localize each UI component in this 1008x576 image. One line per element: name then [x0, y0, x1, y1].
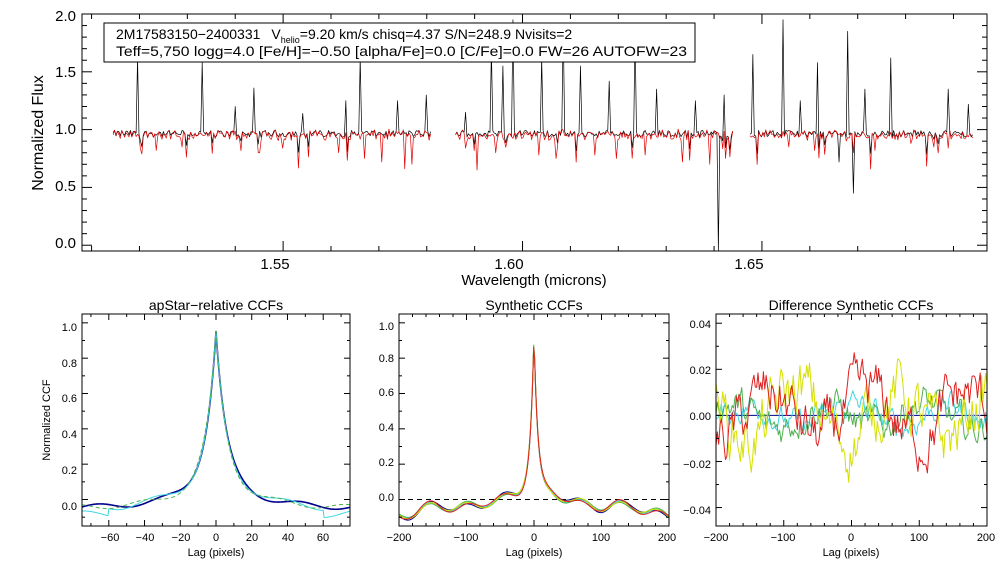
- synthetic-ccf-ytick-label: 1.0: [379, 321, 394, 333]
- synthetic-ccf-ytick-label: 0.2: [379, 457, 394, 469]
- difference-ccf-panel: Difference Synthetic CCFs −200 −100 0 10…: [683, 297, 995, 559]
- synthetic-ccf-title: Synthetic CCFs: [485, 297, 582, 313]
- observed-spectrum-line: [112, 57, 431, 153]
- synthetic-ccf-panel: Synthetic CCFs −200 −100 0 100 200 0.0 0…: [379, 297, 676, 559]
- spectrum-xtick-label: 1.60: [494, 256, 523, 273]
- spectrum-annotation-box: [103, 22, 696, 63]
- difference-ccf-xtick-label: 200: [977, 532, 995, 544]
- difference-ccf-ytick-label: −0.04: [683, 505, 711, 517]
- apstar-ccf-panel: apStar−relative CCFs −60 −40 −20 0 20 40…: [41, 297, 351, 559]
- difference-ccf-ticks: [715, 314, 988, 526]
- synthetic-ccf-xtick-label: −200: [387, 532, 412, 544]
- apstar-ccf-xtick-label: −40: [136, 532, 155, 544]
- apstar-ccf-ytick-label: 1.0: [62, 322, 77, 334]
- model-spectrum-line: [112, 128, 431, 170]
- apstar-ccf-ytick-label: 0.8: [62, 358, 77, 370]
- difference-ccf-ytick-label: 0.02: [690, 365, 711, 377]
- synthetic-ccf-xtick-label: 200: [658, 532, 676, 544]
- synthetic-ccf-series-line: [398, 346, 669, 520]
- apstar-ccf-ytick-label: 0.4: [62, 429, 77, 441]
- apstar-ccf-xtick-label: 20: [246, 532, 258, 544]
- synthetic-ccf-xtick-label: 0: [531, 532, 537, 544]
- spectrum-x-axis-label: Wavelength (microns): [461, 272, 606, 289]
- synthetic-ccf-ticks: [398, 314, 670, 526]
- difference-ccf-xtick-label: −200: [704, 532, 729, 544]
- synthetic-ccf-x-axis-label: Lag (pixels): [506, 547, 563, 559]
- difference-ccf-title: Difference Synthetic CCFs: [769, 297, 934, 313]
- apstar-ccf-series-line: [81, 328, 351, 510]
- apstar-ccf-xtick-label: 40: [282, 532, 294, 544]
- difference-ccf-x-axis-label: Lag (pixels): [823, 547, 880, 559]
- spectrum-plot-frame: [81, 13, 988, 252]
- difference-ccf-ytick-label: 0.00: [690, 411, 711, 423]
- synthetic-ccf-ytick-label: 0.8: [379, 353, 394, 365]
- apstar-ccf-ytick-label: 0.6: [62, 393, 77, 405]
- synthetic-ccf-ytick-label: 0.6: [379, 387, 394, 399]
- spectrum-lines: [112, 19, 973, 252]
- spectrum-ytick-label: 0.0: [55, 235, 76, 252]
- apstar-ccf-ticks: [82, 314, 350, 526]
- difference-ccf-lines: [715, 352, 988, 483]
- spectrum-y-axis-label: Normalized Flux: [30, 75, 47, 191]
- synthetic-ccf-series-line: [398, 346, 669, 520]
- difference-ccf-xtick-label: 0: [848, 532, 854, 544]
- apstar-ccf-lines: [81, 328, 351, 518]
- apstar-ccf-xtick-label: 0: [213, 532, 219, 544]
- apstar-ccf-xtick-label: 60: [317, 532, 329, 544]
- synthetic-ccf-xtick-label: −100: [454, 532, 479, 544]
- model-spectrum-line: [455, 128, 734, 171]
- difference-ccf-series-line: [715, 358, 988, 483]
- spectrum-ytick-label: 2.0: [55, 8, 76, 25]
- model-spectrum-line: [749, 129, 973, 170]
- synthetic-ccf-xtick-label: 100: [592, 532, 610, 544]
- apstar-ccf-y-axis-label: Normalized CCF: [41, 379, 53, 461]
- difference-ccf-series-line: [715, 352, 988, 474]
- spectrum-ytick-label: 1.0: [55, 121, 76, 138]
- apstar-ccf-ytick-label: 0.0: [62, 501, 77, 513]
- difference-ccf-xtick-label: 100: [910, 532, 928, 544]
- spectrum-ytick-label: 0.5: [55, 178, 76, 195]
- difference-ccf-ytick-label: −0.02: [683, 459, 711, 471]
- apstar-ccf-xtick-label: −20: [172, 532, 191, 544]
- spectrum-annotation-line2: Teff=5,750 logg=4.0 [Fe/H]=−0.50 [alpha/…: [116, 43, 687, 59]
- spectrum-panel: 2M17583150−2400331 Vhelio=9.20 km/s chisq…: [30, 8, 988, 289]
- spectrum-xtick-label: 1.55: [260, 256, 289, 273]
- apstar-ccf-ytick-label: 0.2: [62, 465, 77, 477]
- spectrum-annotation-line1: 2M17583150−2400331 Vhelio=9.20 km/s chisq…: [116, 26, 572, 45]
- synthetic-ccf-ytick-label: 0.4: [379, 422, 394, 434]
- difference-ccf-ytick-label: 0.04: [690, 319, 711, 331]
- synthetic-ccf-lines: [398, 344, 669, 521]
- spectrum-ytick-label: 1.5: [55, 64, 76, 81]
- synthetic-ccf-ytick-label: 0.0: [379, 492, 394, 504]
- spectrum-xtick-label: 1.65: [734, 256, 763, 273]
- apstar-ccf-xtick-label: −60: [101, 532, 120, 544]
- difference-ccf-xtick-label: −100: [771, 532, 796, 544]
- apstar-ccf-title: apStar−relative CCFs: [149, 297, 283, 313]
- apstar-ccf-x-axis-label: Lag (pixels): [188, 547, 245, 559]
- spectrum-ticks: [82, 13, 987, 251]
